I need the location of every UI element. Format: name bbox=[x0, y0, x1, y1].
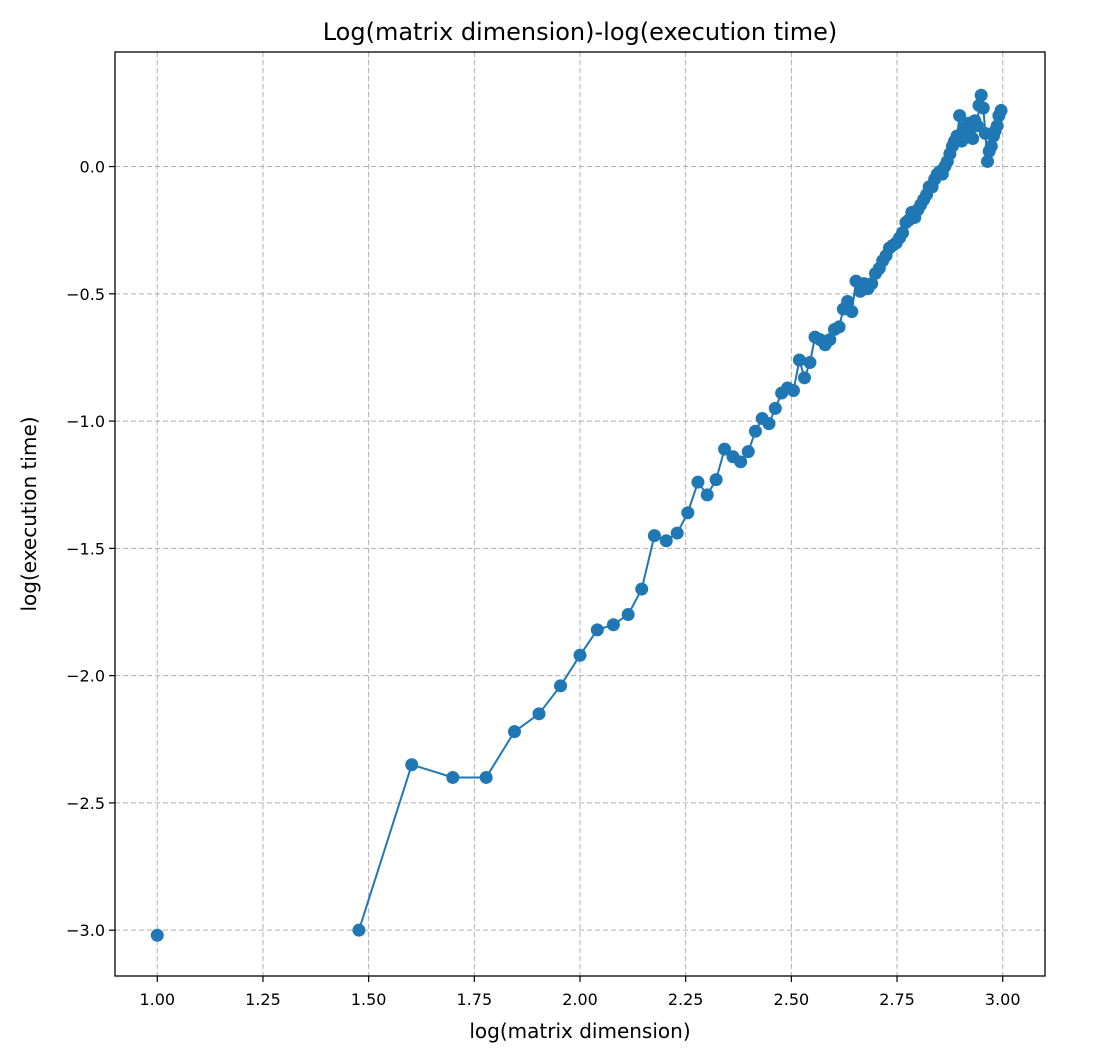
data-point bbox=[762, 417, 776, 431]
x-tick-label: 3.00 bbox=[985, 990, 1021, 1009]
y-tick-label: −1.5 bbox=[66, 539, 105, 558]
data-point bbox=[865, 277, 879, 291]
data-point bbox=[981, 154, 995, 168]
x-axis-title: log(matrix dimension) bbox=[469, 1019, 690, 1043]
data-point bbox=[446, 770, 460, 784]
data-point bbox=[896, 226, 910, 240]
data-point bbox=[953, 109, 967, 123]
data-point bbox=[691, 475, 705, 489]
data-point bbox=[741, 445, 755, 459]
y-tick-label: −1.0 bbox=[66, 412, 105, 431]
data-point bbox=[966, 132, 980, 146]
data-point bbox=[507, 725, 521, 739]
data-point bbox=[797, 371, 811, 385]
data-point bbox=[841, 294, 855, 308]
data-point bbox=[479, 770, 493, 784]
y-tick-label: −3.0 bbox=[66, 921, 105, 940]
x-tick-label: 1.25 bbox=[245, 990, 281, 1009]
data-point bbox=[681, 506, 695, 520]
grid bbox=[115, 52, 1045, 976]
data-point bbox=[659, 534, 673, 548]
y-axis: 0.0 −0.5 −1.0 −1.5 −2.0 −2.5 −3.0 bbox=[66, 158, 115, 940]
data-point bbox=[405, 758, 419, 772]
chart-title: Log(matrix dimension)-log(execution time… bbox=[323, 18, 838, 46]
data-point bbox=[748, 424, 762, 438]
data-point bbox=[573, 648, 587, 662]
data-point bbox=[803, 356, 817, 370]
data-point bbox=[352, 923, 366, 937]
data-point bbox=[647, 529, 661, 543]
data-point bbox=[150, 928, 164, 942]
data-point bbox=[823, 333, 837, 347]
x-tick-label: 2.25 bbox=[668, 990, 704, 1009]
data-point bbox=[976, 101, 990, 115]
series-layer bbox=[150, 88, 1008, 942]
data-point bbox=[709, 473, 723, 487]
x-tick-label: 1.50 bbox=[351, 990, 387, 1009]
data-point bbox=[670, 526, 684, 540]
x-tick-label: 2.50 bbox=[774, 990, 810, 1009]
data-point bbox=[590, 623, 604, 637]
data-point bbox=[606, 618, 620, 632]
data-point bbox=[532, 707, 546, 721]
x-tick-label: 1.00 bbox=[139, 990, 175, 1009]
y-tick-label: 0.0 bbox=[80, 158, 105, 177]
data-point bbox=[990, 119, 1004, 133]
x-axis: 1.00 1.25 1.50 1.75 2.00 2.25 2.50 2.75 3.00 bbox=[139, 976, 1021, 1009]
y-tick-label: −2.0 bbox=[66, 667, 105, 686]
data-point bbox=[621, 608, 635, 622]
data-point bbox=[974, 88, 988, 102]
data-point bbox=[554, 679, 568, 693]
data-point bbox=[734, 455, 748, 469]
data-point bbox=[832, 320, 846, 334]
data-point bbox=[994, 104, 1008, 118]
data-point bbox=[845, 305, 859, 319]
data-point bbox=[700, 488, 714, 502]
x-tick-label: 2.00 bbox=[562, 990, 598, 1009]
data-point bbox=[984, 139, 998, 153]
y-axis-title: log(execution time) bbox=[17, 416, 41, 611]
y-tick-label: −2.5 bbox=[66, 794, 105, 813]
data-point bbox=[718, 442, 732, 456]
x-tick-label: 2.75 bbox=[879, 990, 915, 1009]
data-point bbox=[786, 384, 800, 398]
y-tick-label: −0.5 bbox=[66, 285, 105, 304]
x-tick-label: 1.75 bbox=[457, 990, 493, 1009]
data-point bbox=[768, 401, 782, 415]
data-point bbox=[792, 353, 806, 367]
data-point bbox=[635, 582, 649, 596]
